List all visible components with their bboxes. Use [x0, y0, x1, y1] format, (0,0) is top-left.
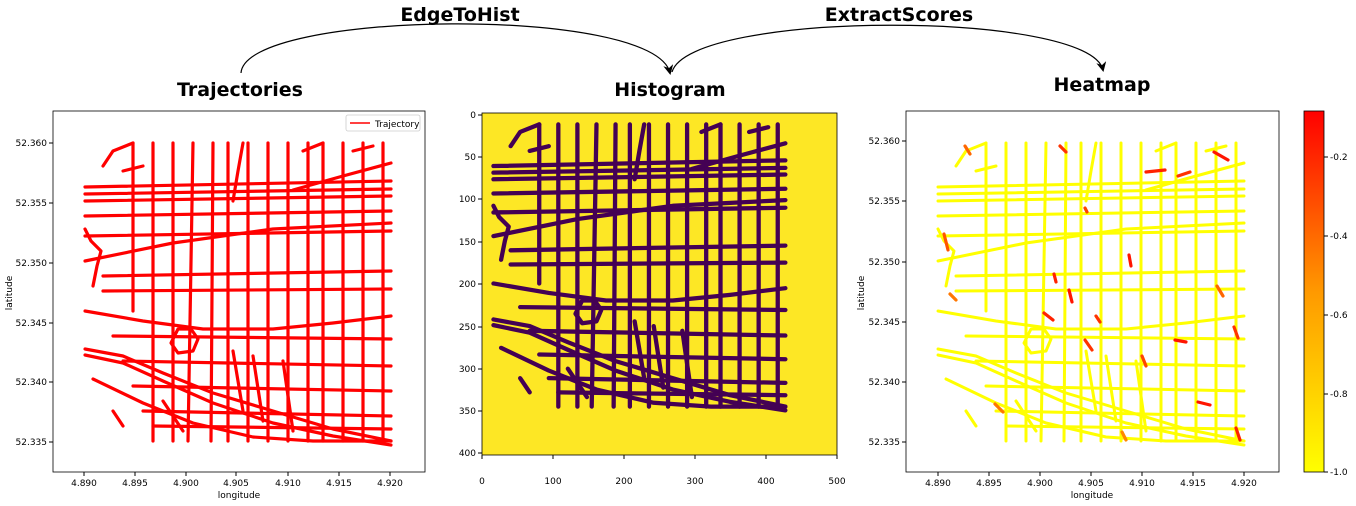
- svg-text:350: 350: [459, 407, 476, 417]
- svg-text:50: 50: [465, 153, 477, 163]
- colorbar-ticks: -0.2 -0.4 -0.6 -0.8 -1.0: [1324, 153, 1348, 478]
- stage-title-heatmap: Heatmap: [1054, 74, 1151, 96]
- step-label-extractscores: ExtractScores: [825, 4, 973, 26]
- svg-text:-0.2: -0.2: [1330, 153, 1348, 163]
- svg-text:-0.6: -0.6: [1330, 311, 1348, 321]
- svg-text:4.905: 4.905: [223, 479, 249, 489]
- svg-text:52.350: 52.350: [16, 259, 48, 269]
- process-arrows: [240, 23, 1107, 75]
- heatmap-segments: [936, 141, 1246, 447]
- svg-text:52.360: 52.360: [869, 137, 901, 147]
- svg-text:4.900: 4.900: [1027, 479, 1053, 489]
- colorbar-gradient: [1303, 110, 1325, 473]
- svg-text:52.335: 52.335: [869, 438, 901, 448]
- svg-text:400: 400: [459, 449, 476, 459]
- svg-text:400: 400: [757, 477, 774, 487]
- legend-label: Trajectory: [374, 120, 420, 130]
- stage-title-trajectories: Trajectories: [177, 79, 303, 101]
- heatmap-colorbar: -0.2 -0.4 -0.6 -0.8 -1.0: [1303, 110, 1348, 478]
- svg-text:-0.8: -0.8: [1330, 390, 1348, 400]
- svg-text:300: 300: [686, 477, 703, 487]
- svg-text:52.340: 52.340: [16, 378, 48, 388]
- svg-text:100: 100: [544, 477, 561, 487]
- trajectories-ylabel: latitude: [5, 275, 15, 310]
- heatmap-xlabel: longitude: [1071, 491, 1114, 501]
- svg-text:4.920: 4.920: [1231, 479, 1257, 489]
- svg-text:4.890: 4.890: [71, 479, 97, 489]
- heatmap-plot: 4.890 4.895 4.900 4.905 4.910 4.915 4.92…: [857, 110, 1280, 501]
- svg-text:200: 200: [459, 280, 476, 290]
- svg-text:4.910: 4.910: [1129, 479, 1155, 489]
- svg-text:52.355: 52.355: [869, 197, 901, 207]
- trajectories-y-ticks: 52.360 52.355 52.350 52.345 52.340 52.33…: [16, 139, 53, 448]
- edge-to-hist-arrow: [240, 23, 674, 75]
- trajectories-legend: Trajectory: [345, 114, 421, 132]
- svg-text:52.345: 52.345: [16, 319, 48, 329]
- svg-text:52.350: 52.350: [869, 258, 901, 268]
- heatmap-x-ticks: 4.890 4.895 4.900 4.905 4.910 4.915 4.92…: [925, 472, 1257, 489]
- svg-text:4.910: 4.910: [275, 479, 301, 489]
- svg-text:-1.0: -1.0: [1330, 468, 1348, 478]
- svg-text:4.895: 4.895: [976, 479, 1002, 489]
- histogram-plot: 0 100 200 300 400 500 0 50 100 150 200 2…: [459, 111, 846, 487]
- svg-text:100: 100: [459, 195, 476, 205]
- svg-text:500: 500: [828, 477, 845, 487]
- svg-text:4.895: 4.895: [122, 479, 148, 489]
- svg-text:4.915: 4.915: [326, 479, 352, 489]
- svg-text:4.920: 4.920: [377, 479, 403, 489]
- heatmap-y-ticks: 52.360 52.355 52.350 52.345 52.340 52.33…: [869, 137, 906, 448]
- stage-title-histogram: Histogram: [614, 79, 725, 101]
- histogram-x-ticks: 0 100 200 300 400 500: [479, 455, 846, 487]
- svg-text:200: 200: [615, 477, 632, 487]
- trajectories-plot: Trajectory 4.890 4.895 4.900 4.905 4.910…: [5, 110, 426, 501]
- svg-text:52.360: 52.360: [16, 139, 48, 149]
- trajectories-xlabel: longitude: [218, 491, 261, 501]
- svg-text:300: 300: [459, 365, 476, 375]
- extract-scores-arrow: [671, 24, 1107, 73]
- svg-text:4.915: 4.915: [1180, 479, 1206, 489]
- svg-text:150: 150: [459, 238, 476, 248]
- svg-text:250: 250: [459, 323, 476, 333]
- svg-text:52.345: 52.345: [869, 318, 901, 328]
- svg-text:4.890: 4.890: [925, 479, 951, 489]
- svg-text:52.335: 52.335: [16, 438, 48, 448]
- heatmap-ylabel: latitude: [857, 275, 867, 310]
- svg-text:4.900: 4.900: [173, 479, 199, 489]
- heatmap-hot-segments: [942, 144, 1242, 442]
- svg-text:52.355: 52.355: [16, 199, 48, 209]
- histogram-y-ticks: 0 50 100 150 200 250 300 350 400: [459, 111, 482, 459]
- svg-text:4.905: 4.905: [1078, 479, 1104, 489]
- trajectories-x-ticks: 4.890 4.895 4.900 4.905 4.910 4.915 4.92…: [71, 472, 403, 489]
- svg-text:0: 0: [470, 111, 476, 121]
- svg-text:0: 0: [479, 477, 485, 487]
- svg-text:-0.4: -0.4: [1330, 232, 1348, 242]
- step-label-edgetohist: EdgeToHist: [400, 4, 519, 26]
- svg-text:52.340: 52.340: [869, 378, 901, 388]
